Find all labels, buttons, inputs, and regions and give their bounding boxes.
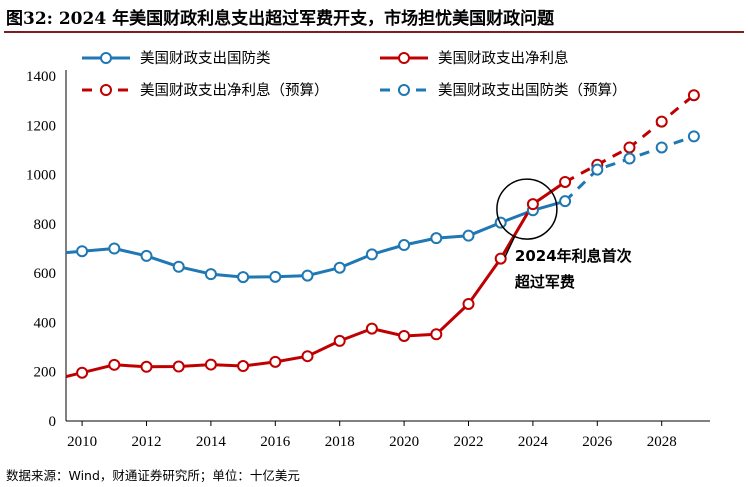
data-point [655,141,668,154]
x-tick-label: 2020 [389,434,419,450]
data-point [172,360,185,373]
x-tick-label: 2016 [260,434,291,450]
data-point [623,152,636,165]
x-tick-label: 2018 [325,434,355,450]
annotation-circle [496,178,558,240]
y-tick-label: 200 [34,365,57,381]
data-point [204,268,217,281]
legend-swatch-marker [398,52,410,64]
x-tick-label: 2014 [196,434,227,450]
data-point [333,334,346,347]
data-point [591,163,604,176]
data-point [494,252,507,265]
data-point [526,198,539,211]
data-point [269,270,282,283]
series-line [564,94,695,184]
data-point [398,239,411,252]
x-tick-label: 2012 [132,434,162,450]
x-tick-label: 2026 [582,434,613,450]
data-point [140,249,153,262]
annotation-text: 超过军费 [514,273,575,291]
data-point [559,195,572,208]
data-point [108,358,121,371]
legend-swatch-marker [100,52,112,64]
data-point [172,260,185,273]
chart-title: 图32: 2024 年美国财政利息支出超过军费开支，市场担忧美国财政问题 [6,9,555,29]
y-tick-label: 600 [34,266,57,282]
data-point [398,329,411,342]
data-source-note: 数据来源：Wind，财通证券研究所；单位：十亿美元 [6,468,300,483]
data-point [687,130,700,143]
legend-swatch-marker [398,84,410,96]
y-tick-label: 1000 [26,168,56,184]
data-point [76,366,89,379]
legend-label: 美国财政支出国防类（预算） [438,82,627,99]
legend-label: 美国财政支出国防类 [140,50,271,67]
data-point [140,360,153,373]
data-point [333,261,346,274]
series-line [65,199,566,279]
data-point [237,360,250,373]
data-point [76,245,89,258]
data-point [462,229,475,242]
data-point [559,175,572,188]
y-tick-label: 1200 [26,118,56,134]
data-point [655,115,668,128]
x-tick-label: 2022 [454,434,484,450]
chart-axes: 0 200 400 600 800 1000 1200 1400 2010 2012 2014 201… [26,69,710,450]
data-point [301,269,314,282]
y-tick-label: 0 [49,414,57,430]
data-point [301,350,314,363]
y-tick-label: 1400 [26,69,56,85]
y-tick-label: 800 [34,217,57,233]
data-point [430,328,443,341]
legend-label: 美国财政支出净利息 [438,50,569,67]
title-divider [4,31,744,33]
data-point [462,297,475,310]
data-point [430,232,443,245]
annotation-pointer [504,235,516,258]
x-tick-label: 2010 [67,434,97,450]
x-tick-label: 2028 [647,434,677,450]
chart-series [65,89,700,379]
data-point [365,322,378,335]
data-point [108,242,121,255]
data-point [687,89,700,102]
data-point [623,141,636,154]
y-tick-label: 400 [34,315,57,331]
data-point [269,355,282,368]
annotation-text: 2024年利息首次 [515,247,632,265]
x-tick-label: 2024 [518,434,549,450]
legend-label: 美国财政支出净利息（预算） [140,82,329,99]
legend-swatch-marker [100,84,112,96]
data-point [204,358,217,371]
series-line [65,180,566,379]
data-point [237,271,250,284]
data-point [365,248,378,261]
